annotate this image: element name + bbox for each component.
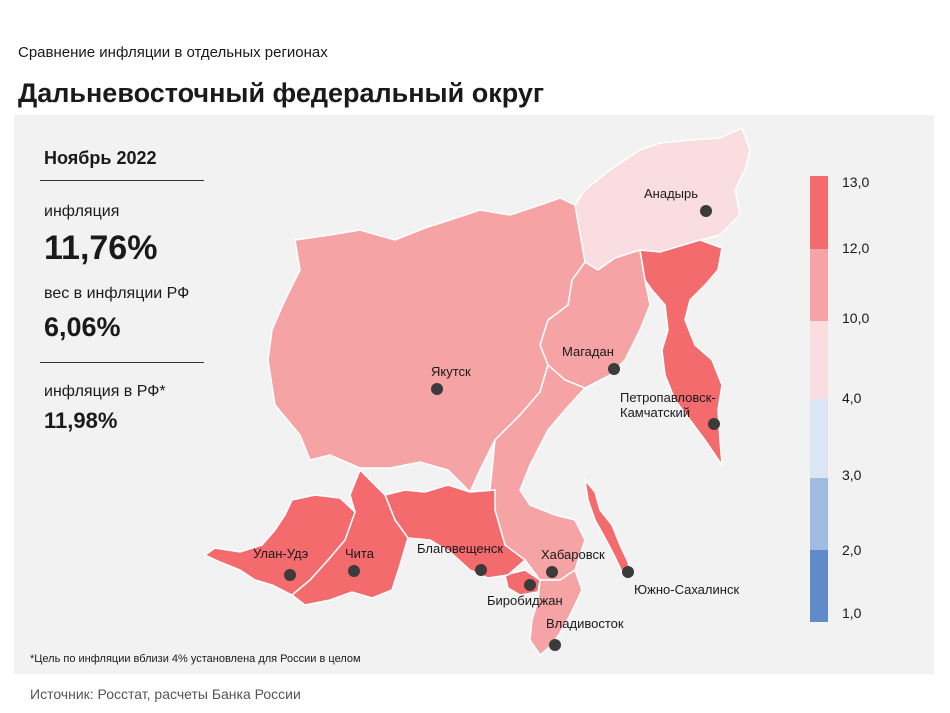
source-note: Источник: Росстат, расчеты Банка России [30,686,301,702]
city-label-petropavlovsk-2: Камчатский [620,405,690,420]
legend-tick-10: 10,0 [842,310,870,326]
footnote: *Цель по инфляции вблизи 4% установлена … [30,653,361,665]
city-label-magadan: Магадан [562,344,614,359]
legend-tick-2: 2,0 [842,542,862,558]
city-dot-khabarovsk[interactable] [546,566,558,578]
legend-swatch-3-4 [810,399,828,478]
legend-tick-3: 3,0 [842,467,862,483]
city-dot-birobidzhan[interactable] [524,579,536,591]
region-amur[interactable] [383,484,527,579]
rf-inflation-label: инфляция в РФ* [44,383,166,400]
legend-swatch-2-3 [810,478,828,550]
region-khabarovsk[interactable] [489,363,587,581]
city-label-anadyr: Анадырь [644,186,698,201]
chart-subtitle: Сравнение инфляции в отдельных регионах [18,44,328,61]
city-label-yakutsk: Якутск [431,364,471,379]
legend-swatch-4-10 [810,321,828,399]
city-dot-yakutsk[interactable] [431,383,443,395]
weight-label: вес в инфляции РФ [44,285,190,302]
legend-tick-4: 4,0 [842,390,862,406]
legend-swatch-10-12 [810,249,828,321]
city-label-petropavlovsk-1: Петропавловск- [620,390,716,405]
city-dot-petropavlovsk[interactable] [708,418,720,430]
weight-value: 6,06% [44,312,121,342]
city-dot-magadan[interactable] [608,363,620,375]
city-label-yuzhno: Южно-Сахалинск [634,582,739,597]
region-kamchatka[interactable] [639,239,723,468]
city-dot-yuzhno[interactable] [622,566,634,578]
legend-tick-12: 12,0 [842,240,870,256]
legend-tick-13: 13,0 [842,174,870,190]
city-label-blagoveshchensk: Благовещенск [417,541,503,556]
legend-swatch-12-13 [810,176,828,249]
city-label-vladivostok: Владивосток [546,616,624,631]
legend-swatch-1-2 [810,550,828,622]
city-label-chita: Чита [345,546,375,561]
period-label: Ноябрь 2022 [44,148,157,168]
city-dot-ulan-ude[interactable] [284,569,296,581]
city-dot-blagoveshchensk[interactable] [475,564,487,576]
city-dot-vladivostok[interactable] [549,639,561,651]
city-dot-chita[interactable] [348,565,360,577]
city-label-khabarovsk: Хабаровск [541,547,605,562]
inflation-label: инфляция [44,203,120,220]
divider-bottom [40,362,204,363]
city-dot-anadyr[interactable] [700,205,712,217]
divider-top [40,180,204,181]
city-label-birobidzhan: Биробиджан [487,593,563,608]
chart-title: Дальневосточный федеральный округ [18,78,545,108]
rf-inflation-value: 11,98% [44,408,118,433]
region-buryatia[interactable] [203,494,356,596]
inflation-value: 11,76% [44,229,158,267]
city-label-ulan-ude: Улан-Удэ [253,546,309,561]
legend-tick-1: 1,0 [842,605,862,621]
region-primorye[interactable] [529,568,583,657]
region-sakhalin[interactable] [583,477,634,580]
